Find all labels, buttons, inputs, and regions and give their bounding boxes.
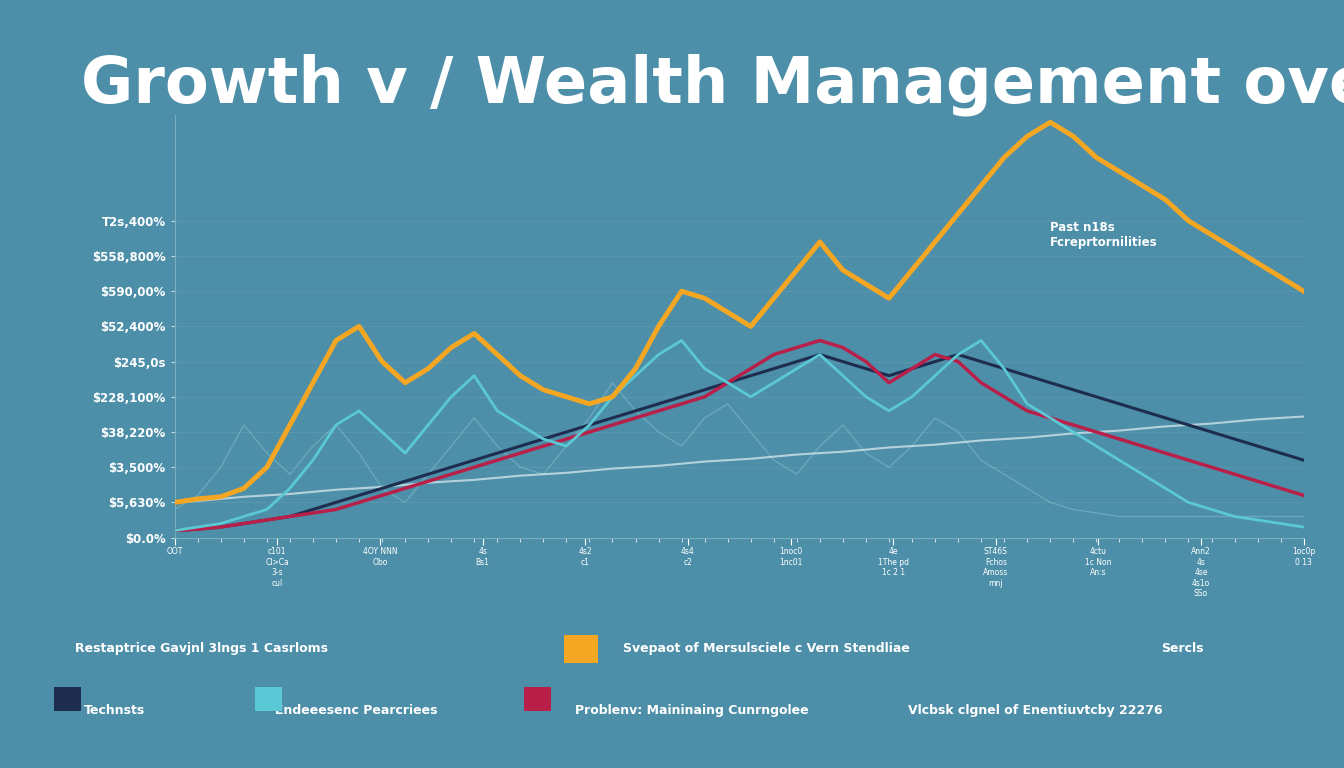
Text: Vlcbsk clgnel of Enentiuvtcby 22276: Vlcbsk clgnel of Enentiuvtcby 22276 xyxy=(907,704,1163,717)
Text: Endeeesenc Pearcriees: Endeeesenc Pearcriees xyxy=(276,704,437,717)
Text: Growth v / Wealth Management over Time: Growth v / Wealth Management over Time xyxy=(81,54,1344,116)
Text: Past n18s
Fcreprtornilities: Past n18s Fcreprtornilities xyxy=(1050,221,1159,249)
Text: Problenv: Maininaing Cunrngolee: Problenv: Maininaing Cunrngolee xyxy=(575,704,809,717)
Text: Svepaot of Mersulsciele c Vern Stendliae: Svepaot of Mersulsciele c Vern Stendliae xyxy=(622,643,910,655)
Text: Technsts: Technsts xyxy=(83,704,145,717)
Text: Sercls: Sercls xyxy=(1161,643,1204,655)
Text: Restaptrice Gavjnl 3lngs 1 Casrloms: Restaptrice Gavjnl 3lngs 1 Casrloms xyxy=(75,643,328,655)
